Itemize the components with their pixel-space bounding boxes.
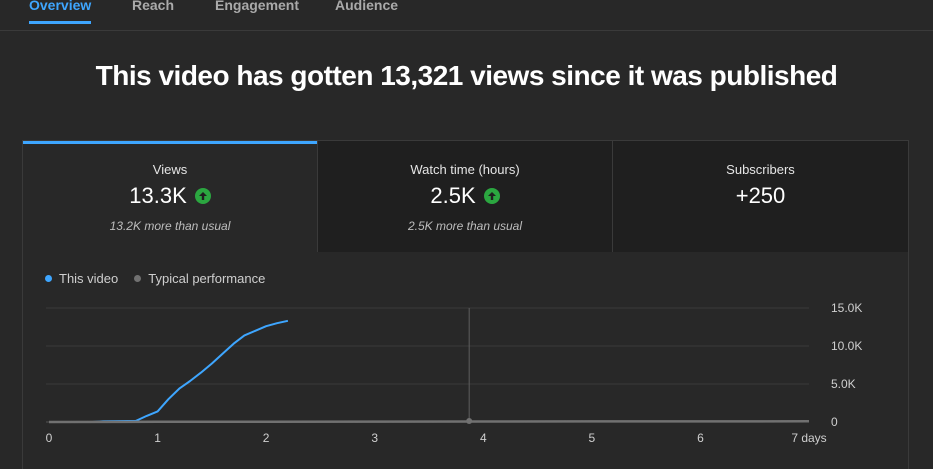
metric-subscribers-label: Subscribers — [726, 162, 795, 177]
metric-watch-time[interactable]: Watch time (hours) 2.5K 2.5K more than u… — [318, 141, 613, 252]
legend-item-typical: Typical performance — [134, 271, 265, 286]
x-tick-label: 2 — [263, 431, 270, 445]
metric-watch-time-note: 2.5K more than usual — [407, 219, 523, 233]
metric-subscribers[interactable]: Subscribers +250 — [613, 141, 908, 252]
tab-audience[interactable]: Audience — [335, 0, 398, 16]
y-tick-label: 0 — [831, 415, 838, 429]
legend-label: Typical performance — [148, 271, 266, 286]
x-tick-label: 0 — [46, 431, 53, 445]
metric-subscribers-value-row: +250 — [613, 183, 908, 209]
series-line-typical — [48, 420, 810, 424]
chart-legend: This video Typical performance — [45, 271, 265, 286]
trend-up-icon — [194, 188, 211, 204]
tab-overview[interactable]: Overview — [29, 0, 92, 24]
y-tick-label: 5.0K — [831, 377, 856, 391]
tab-overview-label: Overview — [29, 0, 92, 13]
analytics-card: Views 13.3K 13.2K more than usual Watch … — [22, 140, 909, 469]
views-chart[interactable]: 15.0K 10.0K 5.0K 0 0 1 2 3 4 5 6 7 days — [23, 141, 908, 469]
selected-metric-indicator — [23, 141, 317, 144]
x-tick-label: 4 — [480, 431, 487, 445]
x-tick-label: 5 — [589, 431, 596, 445]
tab-reach[interactable]: Reach — [132, 0, 174, 16]
metric-watch-time-value: 2.5K — [430, 183, 476, 208]
tab-reach-label: Reach — [132, 0, 175, 13]
metric-watch-time-label: Watch time (hours) — [410, 162, 520, 177]
y-tick-label: 10.0K — [831, 339, 862, 353]
legend-dot — [45, 275, 52, 282]
page-headline: This video has gotten 13,321 views since… — [95, 60, 838, 91]
metric-views-label: Views — [152, 162, 188, 177]
metric-watch-time-value-row: 2.5K — [318, 183, 612, 209]
y-tick-label: 15.0K — [831, 301, 862, 315]
trend-up-icon — [483, 188, 500, 204]
tab-audience-label: Audience — [335, 0, 399, 13]
metric-views-value-row: 13.3K — [23, 183, 317, 209]
x-tick-label: 1 — [154, 431, 161, 445]
tab-engagement[interactable]: Engagement — [215, 0, 299, 16]
legend-item-this-video: This video — [45, 271, 118, 286]
x-tick-label: 7 days — [791, 431, 826, 445]
metric-subscribers-value: +250 — [735, 183, 786, 208]
metric-views-value: 13.3K — [129, 183, 187, 208]
active-tab-indicator — [29, 21, 92, 24]
series-line-this-video — [49, 319, 289, 423]
metric-tabs: Views 13.3K 13.2K more than usual Watch … — [23, 141, 908, 253]
tab-engagement-label: Engagement — [215, 0, 300, 13]
x-tick-label: 6 — [697, 431, 704, 445]
metric-views-note: 13.2K more than usual — [109, 219, 231, 233]
legend-label: This video — [59, 271, 119, 286]
hover-cursor-dot — [466, 418, 473, 424]
tab-bar: Overview Reach Engagement Audience — [0, 0, 933, 31]
legend-dot — [134, 275, 142, 282]
metric-views[interactable]: Views 13.3K 13.2K more than usual — [23, 141, 318, 252]
x-tick-label: 3 — [371, 431, 378, 445]
